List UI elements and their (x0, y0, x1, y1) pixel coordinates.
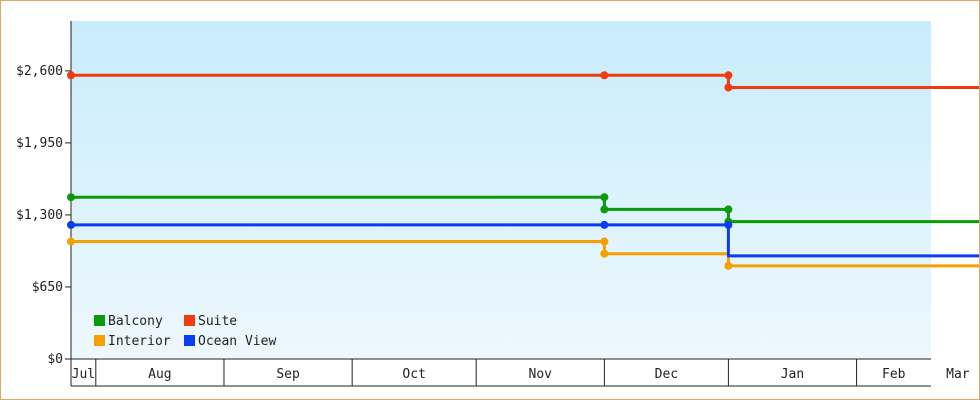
legend-label: Balcony (108, 314, 163, 329)
series-line (71, 223, 979, 258)
month-label: Oct (402, 367, 425, 382)
legend-swatch (94, 335, 105, 346)
data-point (600, 220, 609, 229)
data-point (600, 237, 609, 246)
month-label: Mar (946, 367, 970, 382)
data-point (600, 249, 609, 258)
month-label: Aug (148, 367, 171, 382)
y-tick-label: $0 (47, 352, 63, 367)
month-label: Dec (655, 367, 678, 382)
legend-label: Suite (198, 314, 237, 329)
series-lines (67, 71, 979, 270)
legend: Balcony Suite Interior Ocean View (94, 314, 276, 349)
series-line (71, 195, 979, 224)
legend-label: Interior (108, 334, 171, 349)
y-tick-label: $2,600 (16, 64, 63, 79)
month-label: Jul (72, 367, 95, 382)
month-label: Nov (529, 367, 553, 382)
data-point (724, 205, 733, 214)
data-point (67, 193, 75, 202)
series-line (71, 73, 979, 89)
data-point (724, 220, 733, 229)
data-point (600, 71, 609, 80)
legend-swatch (184, 335, 195, 346)
legend-swatch (94, 315, 105, 326)
data-point (67, 220, 75, 229)
data-point (67, 237, 75, 246)
data-point (724, 83, 733, 92)
y-tick-label: $1,950 (16, 136, 63, 151)
data-point (724, 71, 733, 80)
data-point (600, 193, 609, 202)
legend-swatch (184, 315, 195, 326)
plot-background (71, 21, 931, 359)
month-label: Jan (781, 367, 804, 382)
data-point (724, 261, 733, 270)
y-tick-label: $650 (32, 280, 63, 295)
data-point (67, 71, 75, 80)
axes: $0 $650 $1,300 $1,950 $2,600 Jul Aug Sep Oct Nov D… (16, 21, 970, 387)
month-label: Sep (276, 367, 300, 382)
month-label: Feb (882, 367, 906, 382)
y-tick-label: $1,300 (16, 208, 63, 223)
data-point (600, 205, 609, 214)
legend-label: Ocean View (198, 334, 276, 349)
